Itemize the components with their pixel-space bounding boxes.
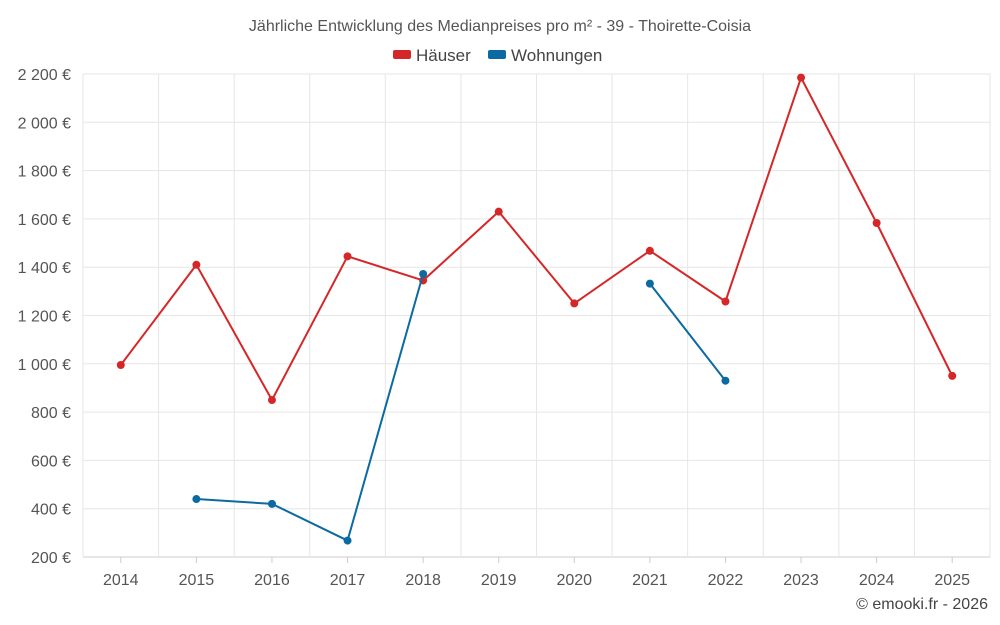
data-point[interactable] bbox=[721, 376, 730, 385]
data-point[interactable] bbox=[721, 297, 730, 306]
x-tick-label: 2015 bbox=[179, 572, 215, 589]
x-tick-label: 2014 bbox=[103, 572, 139, 589]
x-tick-label: 2019 bbox=[481, 572, 517, 589]
x-tick-label: 2022 bbox=[708, 572, 744, 589]
legend-swatch bbox=[393, 50, 411, 59]
data-point[interactable] bbox=[192, 495, 201, 504]
data-point[interactable] bbox=[645, 246, 654, 255]
legend-label: Wohnungen bbox=[511, 46, 602, 65]
y-tick-label: 400 € bbox=[31, 502, 71, 519]
y-tick-label: 2 200 € bbox=[18, 67, 71, 84]
y-tick-label: 800 € bbox=[31, 405, 71, 422]
legend-swatch bbox=[488, 50, 506, 59]
x-tick-label: 2021 bbox=[632, 572, 668, 589]
x-tick-label: 2025 bbox=[934, 572, 970, 589]
series-layer bbox=[116, 73, 957, 545]
x-tick-label: 2024 bbox=[859, 572, 895, 589]
y-tick-label: 1 000 € bbox=[18, 357, 71, 374]
data-point[interactable] bbox=[645, 279, 654, 288]
data-point[interactable] bbox=[948, 371, 957, 380]
y-tick-label: 1 800 € bbox=[18, 164, 71, 181]
data-point[interactable] bbox=[192, 260, 201, 269]
x-tick-label: 2016 bbox=[254, 572, 290, 589]
x-tick-label: 2020 bbox=[556, 572, 592, 589]
series-line bbox=[196, 273, 425, 542]
data-point[interactable] bbox=[116, 361, 125, 370]
data-point[interactable] bbox=[570, 299, 579, 308]
y-tick-label: 1 600 € bbox=[18, 212, 71, 229]
data-point[interactable] bbox=[343, 252, 352, 261]
y-tick-label: 1 400 € bbox=[18, 260, 71, 277]
credit-text: © emooki.fr - 2026 bbox=[856, 596, 988, 613]
x-tick-label: 2018 bbox=[405, 572, 441, 589]
data-point[interactable] bbox=[797, 73, 806, 82]
y-tick-label: 200 € bbox=[31, 550, 71, 567]
x-tick-label: 2017 bbox=[330, 572, 366, 589]
data-point[interactable] bbox=[267, 396, 276, 405]
series-1 bbox=[192, 269, 730, 545]
data-point[interactable] bbox=[494, 207, 503, 216]
legend: Häuser Wohnungen bbox=[393, 46, 602, 65]
chart-title: Jährliche Entwicklung des Medianpreises … bbox=[249, 18, 751, 35]
y-tick-label: 1 200 € bbox=[18, 309, 71, 326]
series-line bbox=[649, 283, 727, 382]
data-point[interactable] bbox=[419, 269, 428, 278]
x-tick-label: 2023 bbox=[783, 572, 819, 589]
legend-label: Häuser bbox=[416, 46, 471, 65]
y-axis-ticks: 200 € 400 € 600 € 800 € 1 000 € 1 200 € 1 400 … bbox=[18, 67, 71, 567]
data-point[interactable] bbox=[343, 536, 352, 545]
data-point[interactable] bbox=[267, 499, 276, 508]
y-tick-label: 600 € bbox=[31, 453, 71, 470]
y-tick-label: 2 000 € bbox=[18, 115, 71, 132]
x-axis-ticks: 2014 2015 2016 2017 2018 2019 2020 2021 2022 2023… bbox=[103, 557, 970, 589]
grid bbox=[82, 73, 991, 558]
legend-item[interactable]: Wohnungen bbox=[488, 46, 602, 65]
series-line bbox=[119, 76, 954, 402]
data-point[interactable] bbox=[872, 219, 881, 228]
legend-item[interactable]: Häuser bbox=[393, 46, 471, 65]
